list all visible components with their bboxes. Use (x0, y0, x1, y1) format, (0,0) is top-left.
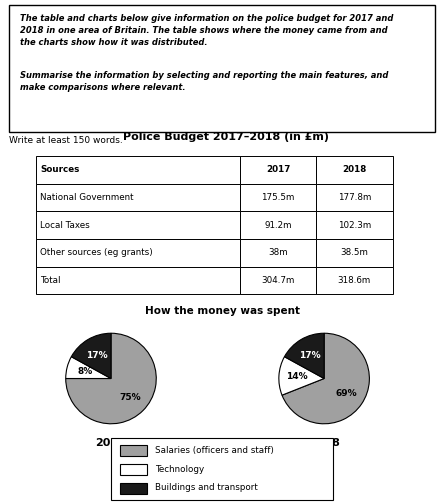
Text: Technology: Technology (155, 465, 205, 473)
Bar (120, 483, 147, 494)
Bar (120, 464, 147, 475)
Wedge shape (282, 333, 369, 424)
Text: 38.5m: 38.5m (341, 248, 368, 257)
Bar (240, 184, 316, 211)
Bar (316, 267, 392, 294)
Text: Summarise the information by selecting and reporting the main features, and
make: Summarise the information by selecting a… (20, 71, 388, 92)
Bar (240, 156, 316, 184)
Text: Sources: Sources (40, 165, 79, 174)
Text: Local Taxes: Local Taxes (40, 221, 90, 229)
Bar (316, 211, 392, 239)
Bar (120, 445, 147, 457)
Text: 304.7m: 304.7m (262, 276, 295, 285)
Text: 91.2m: 91.2m (264, 221, 292, 229)
Text: 318.6m: 318.6m (338, 276, 371, 285)
Bar (36, 184, 240, 211)
Text: 175.5m: 175.5m (262, 193, 295, 202)
Text: 2018: 2018 (342, 165, 366, 174)
Text: National Government: National Government (40, 193, 134, 202)
Wedge shape (66, 357, 111, 379)
Text: The table and charts below give information on the police budget for 2017 and
20: The table and charts below give informat… (20, 14, 393, 46)
Text: 2017: 2017 (266, 165, 290, 174)
Bar (240, 211, 316, 239)
Text: Salaries (officers and staff): Salaries (officers and staff) (155, 446, 274, 455)
Text: Total: Total (40, 276, 60, 285)
Wedge shape (279, 357, 324, 395)
Text: 17%: 17% (300, 351, 321, 360)
Text: 38m: 38m (268, 248, 288, 257)
Bar (316, 184, 392, 211)
Text: Write at least 150 words.: Write at least 150 words. (9, 136, 123, 145)
Text: Buildings and transport: Buildings and transport (155, 483, 258, 492)
Bar (316, 156, 392, 184)
Bar (36, 267, 240, 294)
Text: 69%: 69% (336, 389, 357, 398)
Text: 8%: 8% (77, 367, 92, 376)
Bar (36, 156, 240, 184)
Wedge shape (285, 333, 324, 379)
Bar (36, 239, 240, 267)
Text: 102.3m: 102.3m (338, 221, 371, 229)
Bar (240, 267, 316, 294)
X-axis label: 2018: 2018 (309, 438, 340, 448)
Wedge shape (71, 333, 111, 379)
Text: 75%: 75% (119, 393, 141, 402)
Bar (36, 211, 240, 239)
Bar (316, 239, 392, 267)
Text: Other sources (eg grants): Other sources (eg grants) (40, 248, 153, 257)
Text: 177.8m: 177.8m (338, 193, 371, 202)
Text: How the money was spent: How the money was spent (144, 306, 300, 315)
Wedge shape (66, 333, 156, 424)
Text: Police Budget 2017–2018 (in £m): Police Budget 2017–2018 (in £m) (123, 132, 329, 142)
Text: 17%: 17% (87, 351, 108, 360)
Text: 14%: 14% (286, 372, 308, 381)
Bar (240, 239, 316, 267)
X-axis label: 2017: 2017 (95, 438, 127, 448)
